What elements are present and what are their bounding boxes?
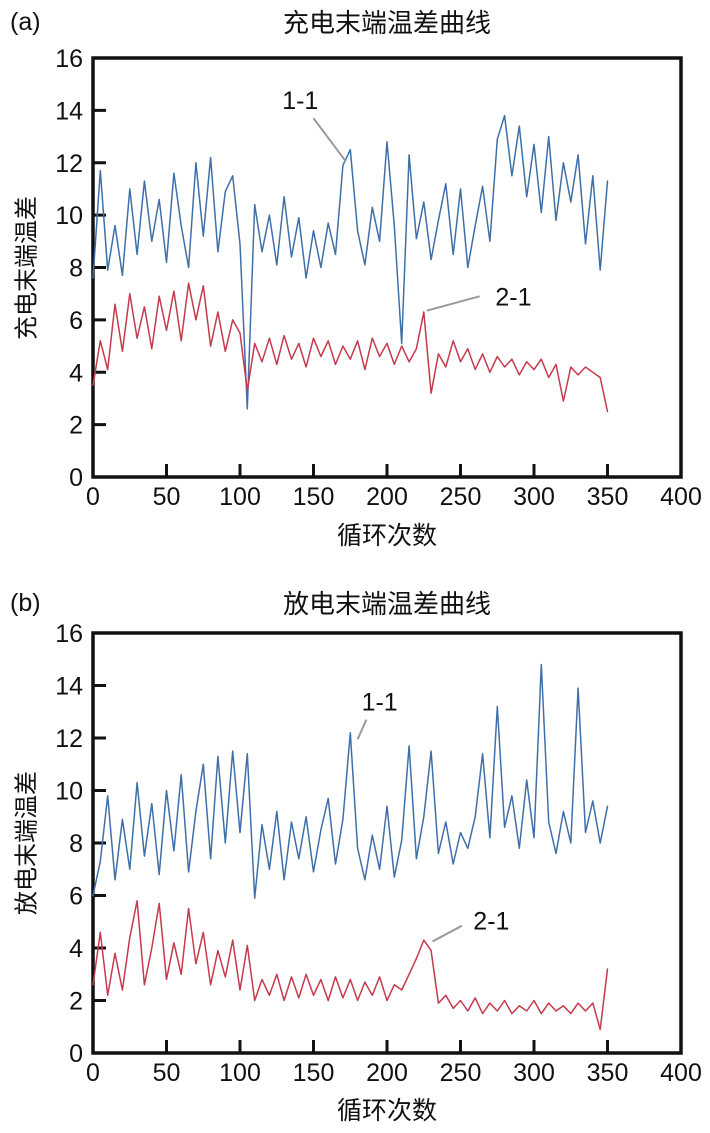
x-tick-label: 200 — [366, 1059, 408, 1087]
x-tick-label: 350 — [587, 1059, 629, 1087]
y-tick-label: 0 — [69, 464, 83, 492]
x-tick-label: 150 — [293, 483, 335, 511]
x-tick-label: 0 — [86, 483, 100, 511]
panel-a-title: 充电末端温差曲线 — [282, 9, 491, 38]
panel-a-y-axis-label: 充电末端温差 — [14, 196, 41, 340]
series-line-1-1 — [92, 663, 609, 899]
annotation-leader-line — [426, 295, 480, 312]
x-tick-label: 150 — [293, 1059, 335, 1087]
panel-b: 0 50 100 150 200 250 300 350 400 0 2 4 6 8 10 12 14 16 1-1… — [0, 567, 710, 1133]
plot-frame — [91, 56, 683, 479]
annotation-leader-line — [312, 117, 347, 163]
series-line-1-1 — [92, 114, 609, 410]
panel-b-chart: 0 50 100 150 200 250 300 350 400 0 2 4 6 8 10 12 14 16 1-1… — [55, 620, 702, 1087]
x-tick-label: 250 — [440, 1059, 482, 1087]
y-tick-label: 4 — [69, 359, 83, 387]
x-tick-label: 250 — [440, 483, 482, 511]
panel-a: 0 50 100 150 200 250 300 350 400 0 2 4 6 8 10 12 14 16 1-1… — [10, 8, 702, 550]
x-tick-label: 0 — [86, 1059, 100, 1087]
x-tick-label: 300 — [513, 1059, 555, 1087]
y-tick-label: 2 — [69, 412, 83, 440]
y-tick-label: 14 — [55, 97, 83, 125]
panel-a-label: (a) — [10, 8, 41, 36]
x-tick-label: 400 — [660, 1059, 702, 1087]
y-tick-label: 12 — [55, 150, 83, 178]
y-tick-label: 16 — [55, 45, 83, 73]
x-tick-label: 200 — [366, 483, 408, 511]
annotation-leader-line — [356, 719, 368, 740]
panel-a-x-axis-label: 循环次数 — [336, 523, 437, 550]
y-tick-label: 10 — [55, 202, 83, 230]
series-line-2-1 — [92, 900, 609, 1031]
panel-b-title: 放电末端温差曲线 — [282, 590, 491, 619]
y-tick-label: 16 — [55, 620, 83, 648]
x-tick-label: 50 — [153, 1059, 181, 1087]
x-tick-label: 300 — [513, 483, 555, 511]
y-tick-label: 6 — [69, 883, 83, 911]
panel-b-label: (b) — [10, 589, 41, 617]
panel-b-y-axis-label: 放电末端温差 — [14, 771, 41, 915]
y-tick-label: 2 — [69, 988, 83, 1016]
x-tick-label: 100 — [219, 1059, 261, 1087]
y-tick-label: 12 — [55, 725, 83, 753]
y-tick-label: 8 — [69, 830, 83, 858]
y-tick-label: 10 — [55, 778, 83, 806]
y-tick-label: 14 — [55, 673, 83, 701]
y-tick-label: 6 — [69, 307, 83, 335]
panel-a-chart: 0 50 100 150 200 250 300 350 400 0 2 4 6 8 10 12 14 16 1-1… — [55, 45, 702, 511]
annotation-label-1-1: 1-1 — [362, 688, 398, 716]
series-line-2-1 — [92, 282, 609, 413]
x-tick-label: 400 — [660, 483, 702, 511]
x-tick-label: 50 — [153, 483, 181, 511]
annotation-label-1-1: 1-1 — [282, 87, 318, 115]
y-tick-label: 0 — [69, 1040, 83, 1068]
annotation-label-2-1: 2-1 — [473, 907, 509, 935]
y-tick-label: 8 — [69, 255, 83, 283]
x-tick-label: 350 — [587, 483, 629, 511]
annotation-leader-line — [432, 924, 463, 943]
x-tick-label: 100 — [219, 483, 261, 511]
y-tick-label: 4 — [69, 935, 83, 963]
annotation-label-2-1: 2-1 — [495, 283, 531, 311]
panel-b-x-axis-label: 循环次数 — [336, 1098, 437, 1125]
